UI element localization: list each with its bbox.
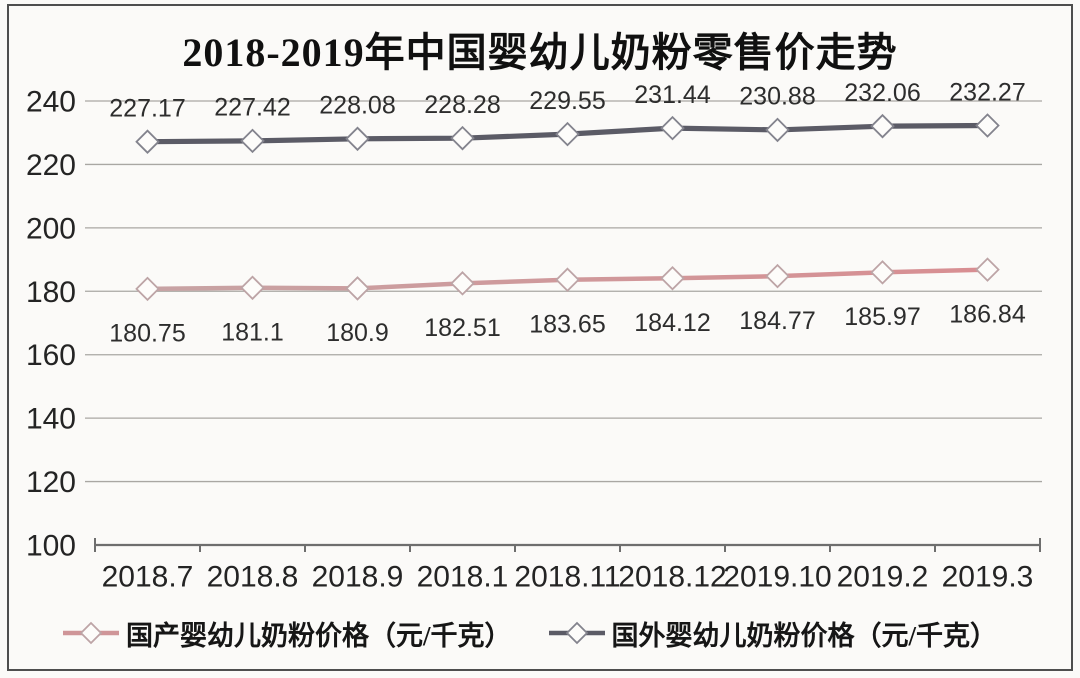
data-label-foreign: 228.08 [319, 92, 395, 120]
marker-foreign [135, 129, 160, 154]
data-label-foreign: 232.27 [949, 78, 1025, 106]
x-tick-label: 2019.10 [723, 561, 831, 594]
x-tick-labels: 2018.7 2018.8 2018.9 2018.1 2018.112018.1220… [102, 561, 1034, 594]
image-border [7, 4, 1073, 671]
y-tick-labels: 100 120 140 160 180 200 220 240 [26, 86, 76, 563]
data-label-domestic: 184.12 [634, 309, 710, 337]
data-label-foreign: 227.17 [109, 94, 185, 122]
legend: 国产婴幼儿奶粉价格（元/千克） 国外婴幼儿奶粉价格（元/千克） [62, 610, 997, 656]
marker-domestic [555, 267, 580, 292]
x-tick-label: 2018.1 [417, 561, 509, 594]
data-label-domestic: 180.75 [109, 320, 185, 348]
data-label-domestic: 181.1 [221, 319, 284, 347]
marker-domestic [345, 276, 370, 301]
y-tick-label: 160 [26, 339, 76, 372]
marker-foreign [240, 128, 265, 154]
data-label-domestic: 185.97 [844, 303, 920, 331]
data-label-domestic: 186.84 [949, 300, 1026, 328]
y-tick-label: 240 [26, 86, 76, 119]
x-tick-label: 2019.3 [942, 561, 1034, 594]
y-tick-label: 220 [26, 149, 76, 182]
data-label-domestic: 180.9 [326, 319, 389, 347]
marker-domestic [975, 257, 1000, 282]
marker-foreign [870, 113, 895, 139]
marker-foreign [660, 115, 685, 141]
legend-marker-icon [63, 621, 119, 645]
data-label-foreign: 231.44 [634, 81, 711, 109]
data-label-foreign: 227.42 [214, 94, 290, 122]
marker-domestic [135, 276, 160, 302]
y-tick-label: 140 [26, 403, 76, 436]
x-tick-label: 2018.7 [102, 561, 194, 594]
gridlines [85, 100, 1042, 483]
data-label-foreign: 230.88 [739, 83, 815, 111]
legend-label: 国外婴幼儿奶粉价格（元/千克） [611, 620, 998, 651]
marker-domestic [240, 275, 265, 301]
series-domestic: 180.75 181.1 180.9 182.51 183.65 184.12 184.77… [109, 257, 1026, 348]
data-label-foreign: 229.55 [529, 87, 605, 115]
legend-item-domestic: 国产婴幼儿奶粉价格（元/千克） [62, 614, 512, 653]
y-tick-label: 180 [26, 276, 76, 309]
marker-foreign [975, 113, 1000, 138]
x-tick-label: 2018.12 [618, 561, 726, 594]
x-tick-label: 2019.2 [837, 561, 929, 594]
legend-marker-icon [548, 621, 605, 645]
data-label-foreign: 232.06 [844, 79, 920, 107]
data-label-domestic: 183.65 [529, 310, 605, 338]
legend-item-foreign: 国外婴幼儿奶粉价格（元/千克） [548, 614, 998, 653]
x-tick-label: 2018.8 [207, 561, 299, 594]
y-tick-label: 100 [26, 530, 76, 563]
x-axis [94, 538, 1041, 552]
data-label-domestic: 184.77 [739, 307, 815, 335]
marker-foreign [555, 121, 580, 147]
y-tick-label: 200 [26, 212, 76, 245]
data-label-domestic: 182.51 [424, 314, 500, 342]
chart-title: 2018-2019年中国婴幼儿奶粉零售价走势 [182, 30, 898, 75]
marker-foreign [345, 126, 370, 152]
y-tick-label: 120 [26, 466, 76, 499]
marker-domestic [450, 271, 475, 296]
data-label-foreign: 228.28 [424, 91, 500, 119]
marker-domestic [870, 260, 895, 285]
series-foreign: 227.17 227.42 228.08 228.28 229.55 231.44 230.… [109, 78, 1026, 154]
marker-foreign [450, 125, 475, 151]
marker-foreign [765, 117, 790, 143]
x-tick-label: 2018.9 [312, 561, 404, 594]
marker-domestic [660, 265, 685, 291]
legend-label: 国产婴幼儿奶粉价格（元/千克） [126, 620, 512, 651]
marker-domestic [765, 263, 790, 289]
x-tick-label: 2018.11 [514, 561, 620, 594]
